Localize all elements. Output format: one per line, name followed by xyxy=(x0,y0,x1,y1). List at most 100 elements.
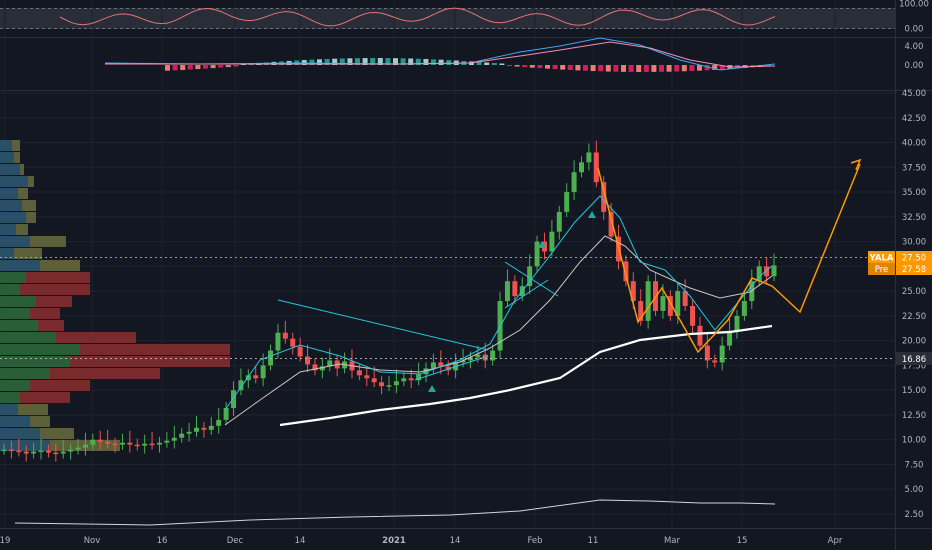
candle-body xyxy=(712,360,718,363)
time-axis-tick: 14 xyxy=(450,536,461,546)
candle-body xyxy=(305,356,311,365)
candle-body xyxy=(68,449,74,452)
candle-body xyxy=(379,382,385,387)
macd-histogram-bar xyxy=(545,65,550,69)
projection-arrowhead[interactable] xyxy=(850,158,862,171)
macd-histogram-bar xyxy=(636,65,642,72)
macd-histogram-bar xyxy=(370,58,376,65)
candle-body xyxy=(571,172,577,193)
volume-profile-bar xyxy=(0,284,20,295)
volume-profile-bar xyxy=(40,428,74,439)
macd-histogram-bar xyxy=(339,58,345,65)
macd-histogram-bar xyxy=(643,65,649,72)
macd-histogram-bar xyxy=(484,62,490,65)
macd-histogram-bar xyxy=(347,58,353,65)
candle-body xyxy=(756,266,762,282)
macd-histogram-bar xyxy=(218,65,224,68)
candle-body xyxy=(260,365,266,379)
candle-body xyxy=(186,431,192,434)
candle-body xyxy=(719,345,725,363)
macd-histogram-bar xyxy=(522,65,528,68)
volume-profile-bar xyxy=(36,296,72,307)
volume-profile-bar xyxy=(0,320,38,331)
candle-body xyxy=(16,450,22,453)
signal-marker xyxy=(538,241,546,248)
macd-histogram-bar xyxy=(651,65,657,72)
support-price-tag xyxy=(896,352,932,365)
macd-histogram-bar xyxy=(446,60,452,65)
candle-body xyxy=(445,366,451,371)
volume-profile-bar xyxy=(20,392,70,403)
volume-profile-bar xyxy=(0,164,20,175)
volume-profile-bar xyxy=(26,212,36,223)
volume-profile-bar xyxy=(20,164,24,175)
volume-profile-bar xyxy=(80,344,230,355)
trendline-lower[interactable] xyxy=(414,355,489,381)
volume-profile-bar xyxy=(0,152,14,163)
volume-profile-bar xyxy=(16,224,28,235)
sma-mid-line xyxy=(224,235,773,426)
sma-slow-line xyxy=(279,324,773,427)
macd-histogram-bar xyxy=(621,65,626,72)
time-axis[interactable]: 19 Nov 16 Dec 14 2021 14 Feb 11 Mar 15 Apr xyxy=(0,536,843,546)
macd-histogram-bar xyxy=(697,65,702,71)
candle-body xyxy=(268,350,274,366)
macd-histogram-bar xyxy=(659,65,664,72)
macd-histogram-bar xyxy=(567,65,573,70)
macd-histogram-bar xyxy=(180,65,186,70)
candle-body xyxy=(416,374,422,381)
drawings[interactable] xyxy=(277,158,862,392)
price-axis[interactable]: 45.00 42.50 40.00 37.50 35.00 32.50 30.00 25.00… xyxy=(899,0,929,520)
macd-histogram-bar xyxy=(499,63,505,65)
price-axis-tick: 15.00 xyxy=(902,386,926,396)
rsi-axis-tick: 0.00 xyxy=(905,25,924,35)
candle-body xyxy=(364,375,370,379)
rsi-indicator xyxy=(59,7,776,27)
macd-histogram-bar xyxy=(377,58,383,65)
pattern-projection-line[interactable] xyxy=(597,163,861,354)
macd-histogram-bar xyxy=(210,65,216,69)
time-axis-tick: 11 xyxy=(588,536,599,546)
candle-body xyxy=(75,447,81,450)
macd-histogram-bar xyxy=(704,65,710,71)
volume-profile-bar xyxy=(0,140,12,151)
trendline-flag[interactable] xyxy=(504,279,549,309)
volume-profile-bar xyxy=(0,392,20,403)
candle-body xyxy=(156,442,162,445)
volume-profile-bar xyxy=(0,428,40,439)
candle-body xyxy=(586,152,592,163)
volume-profile-bar xyxy=(0,188,18,199)
macd-histogram-bar xyxy=(719,65,725,70)
price-axis-tick: 35.00 xyxy=(902,188,926,198)
candle-body xyxy=(231,390,237,409)
candle-body xyxy=(490,350,496,361)
candle-body xyxy=(386,385,392,387)
trendline-flag[interactable] xyxy=(504,261,559,297)
candle-body xyxy=(682,291,688,306)
candle-body xyxy=(764,266,770,277)
macd-histogram-bar xyxy=(225,65,231,68)
volume-profile-bar xyxy=(0,380,30,391)
macd-histogram-bar xyxy=(415,58,421,65)
volume-profile-bar xyxy=(14,248,42,259)
volume-profile-bar xyxy=(0,248,14,259)
volume-profile-bar xyxy=(30,416,50,427)
macd-histogram-bar xyxy=(605,65,611,72)
time-axis-tick: Nov xyxy=(84,536,101,546)
time-axis-tick: 14 xyxy=(295,536,306,546)
macd-histogram-bar xyxy=(423,59,429,65)
macd-histogram-bar xyxy=(583,65,588,71)
candle-body xyxy=(741,301,747,316)
candle-body xyxy=(512,281,518,297)
candle-body xyxy=(482,354,488,361)
candle-body xyxy=(216,419,222,426)
volume-profile-bar xyxy=(0,368,50,379)
time-axis-tick: 15 xyxy=(737,536,748,546)
macd-axis-tick: 0.00 xyxy=(905,61,924,71)
session-tag xyxy=(868,263,895,275)
candle-body xyxy=(556,211,562,232)
trendline-upper[interactable] xyxy=(277,299,489,351)
